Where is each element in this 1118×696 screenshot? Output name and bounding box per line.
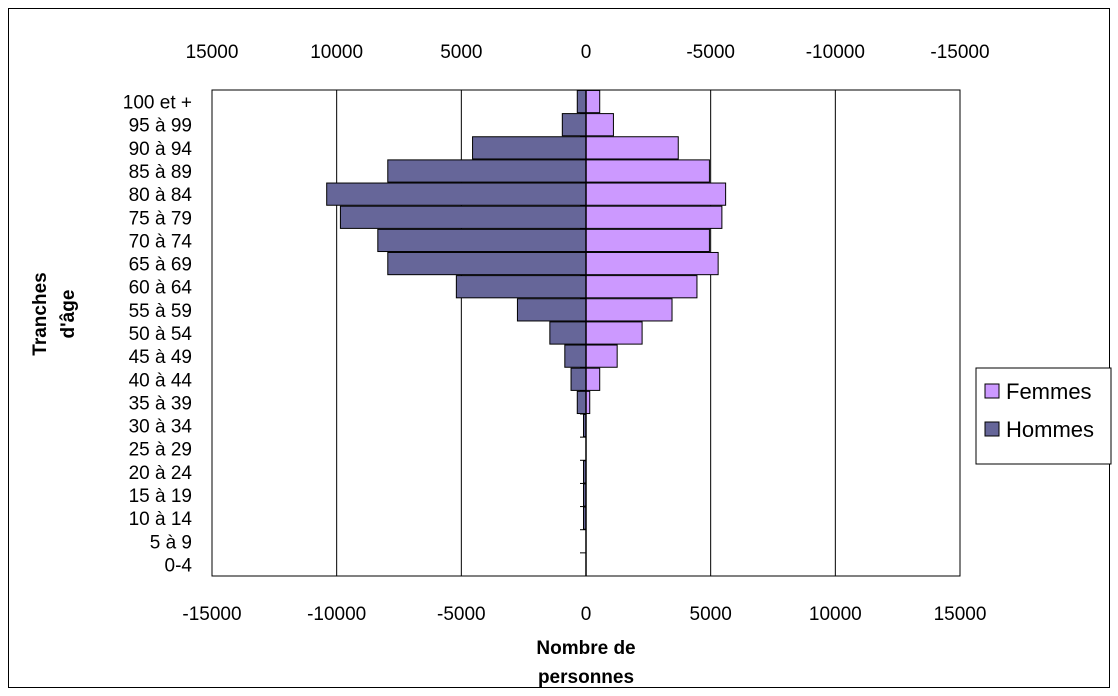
bar-femmes xyxy=(585,344,618,368)
bar-femmes xyxy=(585,275,698,299)
category-label: 75 à 79 xyxy=(129,208,192,229)
bar-hommes xyxy=(564,344,587,368)
category-label: 25 à 29 xyxy=(129,440,192,461)
y-axis-title-line1: Tranches xyxy=(30,272,51,355)
top-axis-tick-labels: 15000 10000 5000 0 -5000 -10000 -15000 xyxy=(186,42,990,63)
bar-femmes xyxy=(585,136,679,160)
category-label: 35 à 39 xyxy=(129,393,192,414)
bar-hommes xyxy=(472,136,587,160)
category-label: 5 à 9 xyxy=(150,532,192,553)
bar-hommes xyxy=(570,367,587,391)
category-label: 15 à 19 xyxy=(129,486,192,507)
bar-hommes xyxy=(377,228,587,253)
category-label: 50 à 54 xyxy=(129,324,193,345)
bar-femmes xyxy=(585,298,673,322)
category-label: 90 à 94 xyxy=(129,139,193,160)
bottom-axis-tick-labels: -15000 -10000 -5000 0 5000 10000 15000 xyxy=(182,604,986,625)
category-label: 0-4 xyxy=(165,555,193,576)
bar-hommes xyxy=(387,251,587,276)
top-tick-label: 10000 xyxy=(310,42,363,63)
y-axis-title: Tranches d'âge xyxy=(30,272,79,355)
bars xyxy=(326,89,727,530)
legend-label-hommes: Hommes xyxy=(1006,417,1094,442)
category-label: 10 à 14 xyxy=(129,509,193,530)
bar-hommes xyxy=(387,159,587,183)
category-label: 85 à 89 xyxy=(129,162,192,183)
bottom-tick-label: -10000 xyxy=(307,604,366,625)
legend-swatch-femmes xyxy=(984,383,1000,399)
bottom-tick-label: -15000 xyxy=(182,604,241,625)
bar-hommes xyxy=(561,113,587,137)
category-label: 20 à 24 xyxy=(129,463,193,484)
top-tick-label: -15000 xyxy=(930,42,989,63)
bottom-tick-label: 10000 xyxy=(809,604,862,625)
category-label: 40 à 44 xyxy=(129,370,193,391)
top-tick-label: 0 xyxy=(581,42,592,63)
category-label: 55 à 59 xyxy=(129,301,192,322)
legend-label-femmes: Femmes xyxy=(1006,379,1092,404)
bar-hommes xyxy=(455,275,587,299)
bar-femmes xyxy=(585,228,710,253)
category-label: 95 à 99 xyxy=(129,116,192,137)
category-label: 45 à 49 xyxy=(129,347,192,368)
bottom-tick-label: 15000 xyxy=(934,604,987,625)
category-label: 30 à 34 xyxy=(129,417,193,438)
category-label: 100 et + xyxy=(123,93,192,114)
legend-swatch-hommes xyxy=(984,421,1000,437)
bar-femmes xyxy=(585,321,643,345)
category-label: 65 à 69 xyxy=(129,255,192,276)
category-label: 70 à 74 xyxy=(129,231,193,252)
top-tick-label: 15000 xyxy=(186,42,239,63)
chart-frame xyxy=(8,8,1110,688)
x-axis-title-line2: personnes xyxy=(538,667,634,688)
legend: Femmes Hommes xyxy=(975,367,1112,465)
bar-femmes xyxy=(585,367,601,391)
y-axis-title-line2: d'âge xyxy=(58,290,79,339)
top-tick-label: -5000 xyxy=(686,42,735,63)
category-label: 80 à 84 xyxy=(129,185,193,206)
bar-hommes xyxy=(549,321,587,345)
bar-femmes xyxy=(585,205,723,229)
top-tick-label: 5000 xyxy=(440,42,482,63)
bottom-tick-label: 5000 xyxy=(690,604,732,625)
bar-hommes xyxy=(326,182,587,206)
bar-femmes xyxy=(585,159,710,183)
bar-femmes xyxy=(585,113,614,137)
bar-hommes xyxy=(576,89,587,114)
bottom-tick-label: 0 xyxy=(581,604,592,625)
bar-femmes xyxy=(585,251,719,276)
bar-femmes xyxy=(585,89,601,114)
top-tick-label: -10000 xyxy=(806,42,865,63)
x-axis-title-line1: Nombre de xyxy=(536,638,635,659)
bar-hommes xyxy=(516,298,587,322)
category-label: 60 à 64 xyxy=(129,278,193,299)
bar-femmes xyxy=(585,182,727,206)
bottom-tick-label: -5000 xyxy=(437,604,486,625)
category-tick-marks xyxy=(580,89,586,577)
bar-hommes xyxy=(576,390,587,415)
bar-hommes xyxy=(339,205,587,229)
